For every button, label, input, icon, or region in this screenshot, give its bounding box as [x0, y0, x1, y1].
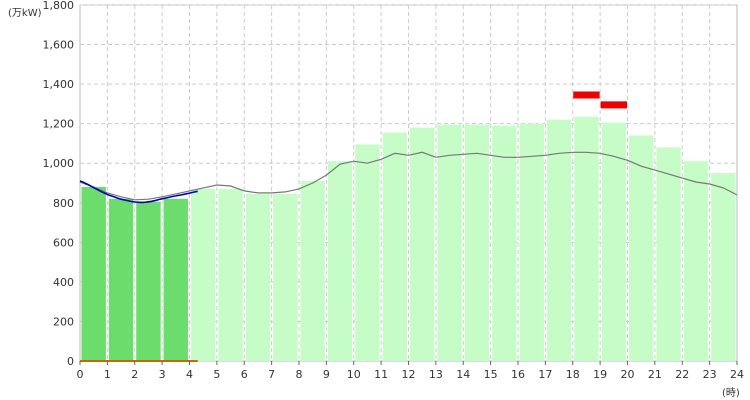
actual-bar [163, 198, 188, 361]
x-tick-label: 17 [538, 368, 552, 381]
forecast-bar [601, 122, 626, 361]
x-tick-label: 16 [511, 368, 525, 381]
forecast-bar [245, 193, 271, 361]
forecast-bar [382, 132, 407, 361]
x-tick-label: 11 [374, 368, 388, 381]
forecast-bar [683, 161, 709, 361]
y-tick-label: 1,600 [43, 39, 75, 52]
x-tick-label: 5 [213, 368, 220, 381]
actual-bar [136, 201, 161, 361]
x-tick-label: 24 [730, 368, 744, 381]
forecast-bar [273, 193, 298, 361]
forecast-bar [191, 188, 216, 361]
actual-bar [81, 186, 106, 361]
x-tick-label: 23 [703, 368, 717, 381]
x-tick-label: 0 [77, 368, 84, 381]
x-tick-label: 18 [566, 368, 580, 381]
y-tick-label: 400 [53, 276, 74, 289]
y-tick-label: 1,200 [43, 118, 75, 131]
actual-bar [108, 198, 134, 361]
forecast-line [79, 151, 738, 201]
forecast-bar [355, 144, 380, 361]
x-tick-label: 1 [104, 368, 111, 381]
forecast-bar [492, 125, 517, 362]
forecast-bar [656, 147, 681, 361]
x-tick-label: 4 [186, 368, 193, 381]
forecast-bar [464, 124, 490, 362]
x-tick-label: 9 [323, 368, 330, 381]
x-tick-label: 14 [456, 368, 470, 381]
forecast-bar [327, 161, 353, 361]
x-tick-label: 15 [484, 368, 498, 381]
x-tick-label: 3 [159, 368, 166, 381]
y-tick-label: 1,400 [43, 78, 75, 91]
x-tick-label: 8 [296, 368, 303, 381]
actual-bars [81, 186, 188, 361]
y-tick-label: 600 [53, 236, 74, 249]
forecast-bar [300, 181, 325, 361]
forecast-bar [410, 127, 435, 361]
axes: 0 200 400 600 800 1,000 1,200 1,400 1,600 1,800 0 1… [43, 0, 745, 381]
y-tick-label: 200 [53, 315, 74, 328]
peak-marker [600, 101, 627, 109]
forecast-bar [519, 123, 544, 362]
x-tick-label: 2 [131, 368, 138, 381]
y-tick-label: 1,800 [43, 0, 75, 12]
forecast-bar [437, 124, 462, 362]
x-tick-label: 12 [402, 368, 416, 381]
x-tick-label: 20 [621, 368, 635, 381]
y-axis-unit-label: (万kW) [8, 8, 42, 19]
x-tick-label: 19 [593, 368, 607, 381]
forecast-bar [574, 116, 599, 361]
forecast-bar [546, 119, 572, 361]
y-tick-label: 800 [53, 197, 74, 210]
data-lines [79, 151, 738, 362]
forecast-bar [711, 173, 736, 361]
x-tick-label: 22 [675, 368, 689, 381]
y-tick-label: 0 [67, 355, 74, 368]
x-axis-unit-label: (時) [722, 387, 740, 399]
x-tick-label: 21 [648, 368, 662, 381]
x-tick-label: 6 [241, 368, 248, 381]
y-tick-label: 1,000 [43, 157, 75, 170]
forecast-bar [218, 188, 243, 361]
x-tick-label: 13 [429, 368, 443, 381]
grid-lines [79, 4, 738, 362]
x-tick-label: 10 [347, 368, 361, 381]
forecast-bar [629, 135, 654, 361]
peak-markers [573, 91, 627, 109]
x-tick-label: 7 [268, 368, 275, 381]
actual-line [79, 180, 198, 204]
peak-marker [573, 91, 600, 99]
